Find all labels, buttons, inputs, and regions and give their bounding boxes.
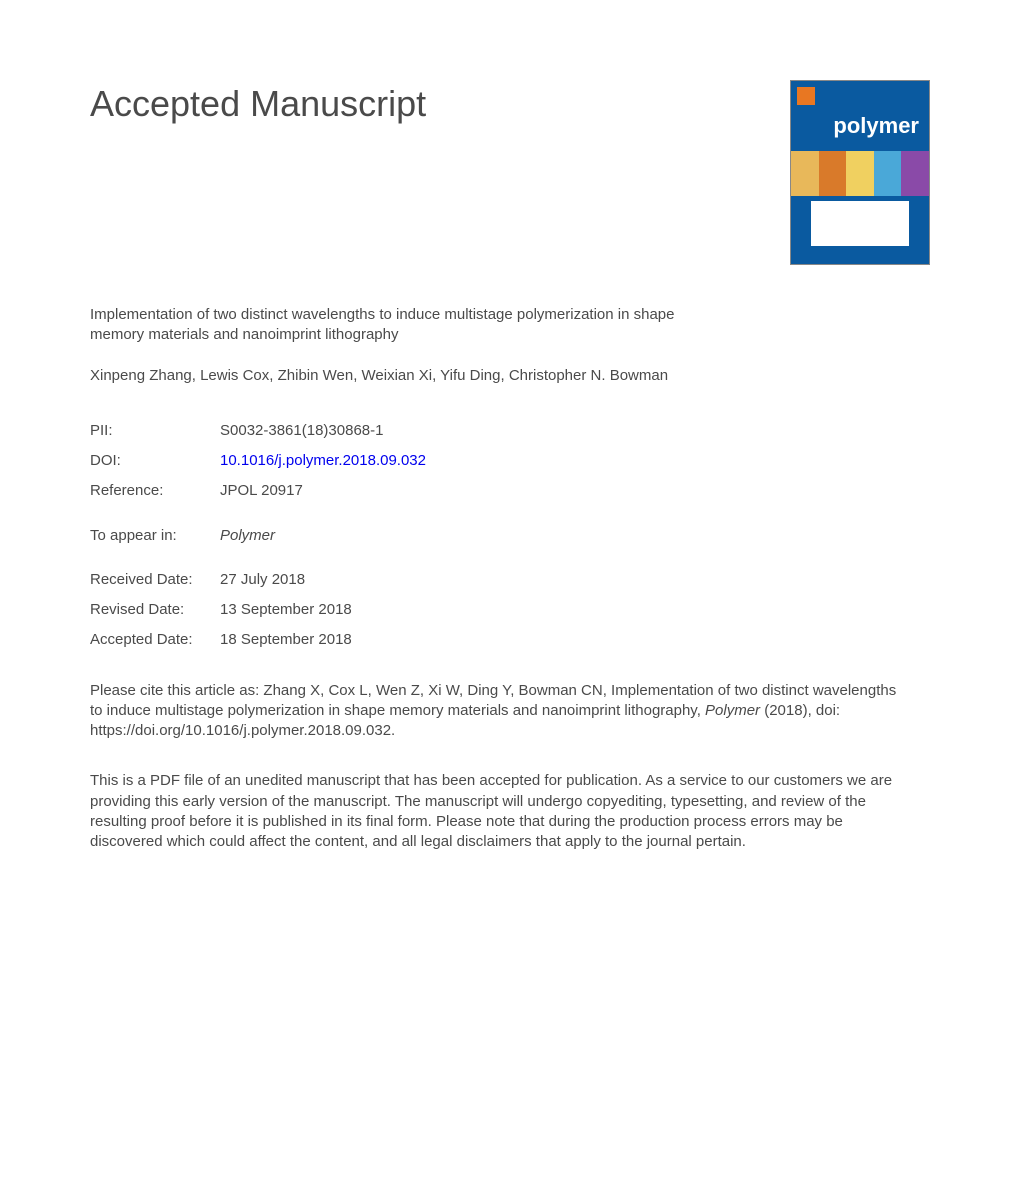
meta-label: To appear in: <box>90 526 220 546</box>
cover-band-stripe <box>874 151 902 196</box>
article-authors: Xinpeng Zhang, Lewis Cox, Zhibin Wen, We… <box>90 366 730 386</box>
metadata-table: PII: S0032-3861(18)30868-1 DOI: 10.1016/… <box>90 421 930 651</box>
meta-row-doi: DOI: 10.1016/j.polymer.2018.09.032 <box>90 451 930 471</box>
meta-value: 13 September 2018 <box>220 600 352 620</box>
meta-row-reference: Reference: JPOL 20917 <box>90 481 930 501</box>
header-row: Accepted Manuscript polymer <box>90 80 930 265</box>
meta-row-pii: PII: S0032-3861(18)30868-1 <box>90 421 930 441</box>
citation-block: Please cite this article as: Zhang X, Co… <box>90 681 910 742</box>
meta-label: Revised Date: <box>90 600 220 620</box>
cover-band-stripe <box>791 151 819 196</box>
meta-label: Reference: <box>90 481 220 501</box>
meta-value: 27 July 2018 <box>220 570 305 590</box>
meta-value: Polymer <box>220 526 275 546</box>
meta-label: PII: <box>90 421 220 441</box>
meta-row-revised: Revised Date: 13 September 2018 <box>90 600 930 620</box>
cover-journal-title: polymer <box>791 111 929 141</box>
cover-band-stripe <box>846 151 874 196</box>
cover-band-stripe <box>819 151 847 196</box>
citation-journal: Polymer <box>705 702 760 719</box>
meta-label: Accepted Date: <box>90 630 220 650</box>
meta-value: 18 September 2018 <box>220 630 352 650</box>
publisher-logo-icon <box>797 87 815 105</box>
page-heading: Accepted Manuscript <box>90 80 426 129</box>
disclaimer-text: This is a PDF file of an unedited manusc… <box>90 771 910 852</box>
meta-row-accepted: Accepted Date: 18 September 2018 <box>90 630 930 650</box>
meta-row-received: Received Date: 27 July 2018 <box>90 570 930 590</box>
article-title: Implementation of two distinct wavelengt… <box>90 305 730 346</box>
meta-value: JPOL 20917 <box>220 481 303 501</box>
cover-figure <box>811 201 909 246</box>
doi-link[interactable]: 10.1016/j.polymer.2018.09.032 <box>220 451 426 471</box>
cover-band <box>791 151 929 196</box>
meta-value: S0032-3861(18)30868-1 <box>220 421 383 441</box>
meta-row-appear: To appear in: Polymer <box>90 526 930 546</box>
cover-band-stripe <box>901 151 929 196</box>
meta-label: DOI: <box>90 451 220 471</box>
journal-cover: polymer <box>790 80 930 265</box>
meta-label: Received Date: <box>90 570 220 590</box>
